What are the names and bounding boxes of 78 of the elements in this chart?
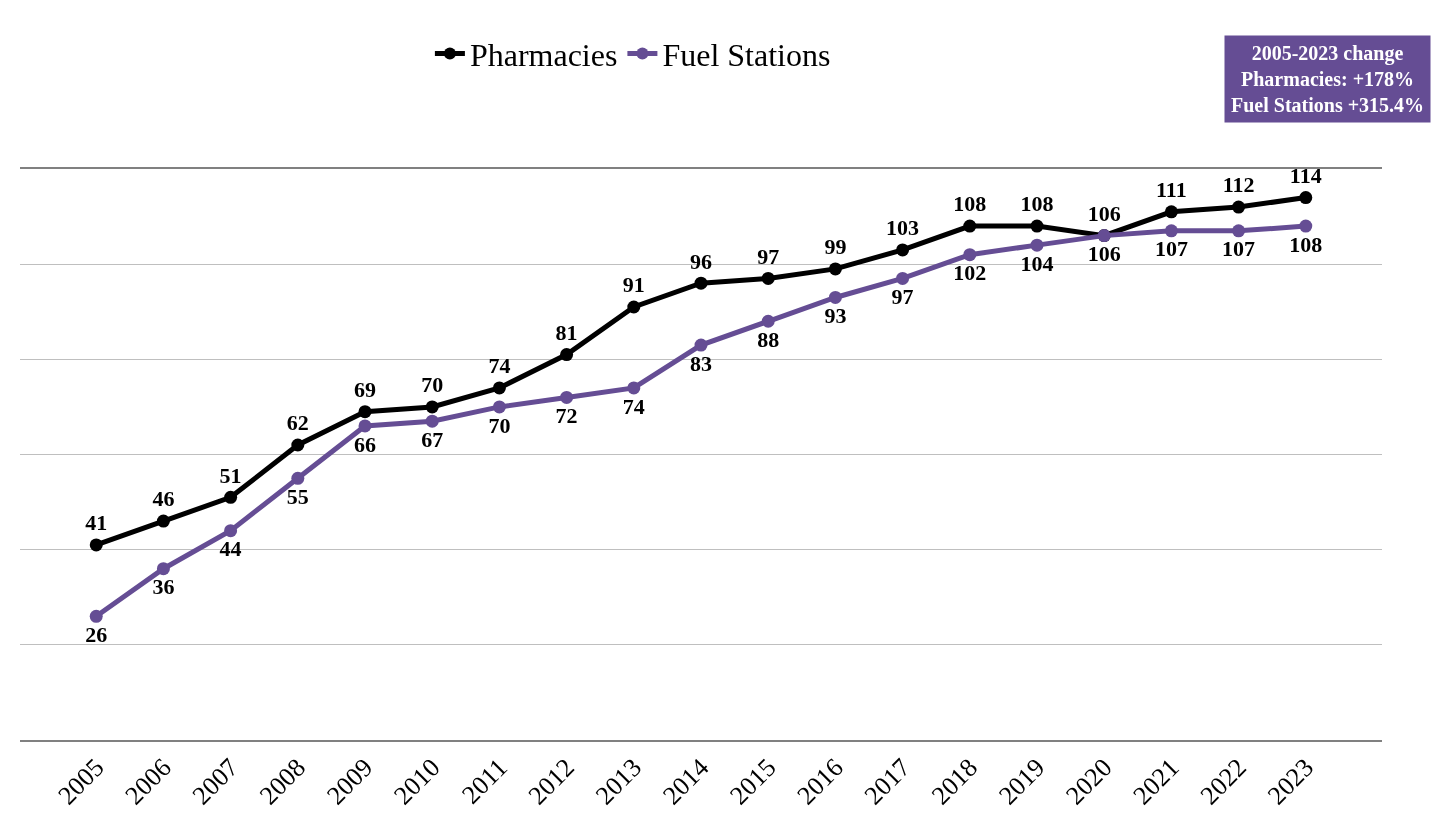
point — [560, 348, 574, 362]
point — [1299, 219, 1313, 233]
data-label: 74 — [622, 393, 645, 419]
point — [224, 490, 238, 504]
x-tick-label: 2011 — [456, 752, 513, 810]
point — [761, 271, 775, 285]
point — [425, 414, 439, 428]
data-label: 26 — [85, 621, 108, 647]
data-label: 51 — [219, 462, 242, 488]
data-label: 88 — [757, 326, 780, 352]
data-label: 104 — [1020, 250, 1054, 276]
point — [1030, 219, 1044, 233]
point — [896, 271, 910, 285]
point — [627, 300, 641, 314]
data-label: 107 — [1154, 236, 1188, 262]
point — [358, 419, 372, 433]
data-label: 96 — [690, 248, 712, 274]
legend-label: Pharmacies — [469, 37, 618, 74]
point — [627, 381, 641, 395]
point — [694, 338, 708, 352]
data-label: 97 — [891, 284, 914, 310]
point — [1232, 200, 1246, 214]
text: 2005-2023 change Pharmacies: +178% Fuel Stations +315.4% — [1231, 42, 1425, 116]
data-label: 108 — [1020, 191, 1054, 217]
point — [291, 471, 305, 485]
point — [358, 405, 372, 419]
data-label: 44 — [219, 536, 242, 562]
data-label: 46 — [152, 486, 175, 512]
data-label: 69 — [354, 377, 377, 403]
point — [291, 438, 305, 452]
point — [425, 400, 439, 414]
point — [1299, 191, 1313, 205]
data-label: 99 — [824, 234, 847, 260]
point — [828, 290, 842, 304]
data-label: 91 — [622, 272, 645, 298]
point — [963, 219, 977, 233]
data-label: 83 — [690, 350, 712, 376]
data-label: 62 — [286, 410, 309, 436]
point — [492, 381, 506, 395]
data-label: 66 — [354, 431, 377, 457]
data-label: 103 — [886, 215, 920, 241]
data-label: 97 — [757, 243, 780, 269]
point — [1164, 224, 1178, 238]
data-label: 93 — [824, 303, 847, 329]
point — [828, 262, 842, 276]
data-label: 106 — [1087, 200, 1121, 226]
point — [89, 538, 103, 552]
point — [492, 400, 506, 414]
data-label: 112 — [1222, 172, 1255, 198]
data-label: 106 — [1087, 241, 1121, 267]
point — [896, 243, 910, 257]
point — [694, 276, 708, 290]
data-label: 74 — [488, 353, 511, 379]
point — [156, 562, 170, 576]
data-label: 41 — [85, 510, 108, 536]
data-label: 102 — [953, 260, 987, 286]
point — [1232, 224, 1246, 238]
data-label: 67 — [421, 426, 444, 452]
point — [1030, 238, 1044, 252]
point — [560, 390, 574, 404]
data-label: 55 — [286, 483, 309, 509]
data-label: 111 — [1156, 177, 1187, 203]
data-label: 107 — [1222, 236, 1256, 262]
point — [1164, 205, 1178, 219]
point — [156, 514, 170, 528]
point — [963, 248, 977, 262]
point — [89, 609, 103, 623]
data-label: 108 — [953, 191, 987, 217]
data-label: 114 — [1289, 162, 1322, 188]
data-label: 72 — [555, 403, 578, 429]
data-label: 70 — [488, 412, 511, 438]
data-label: 108 — [1289, 231, 1323, 257]
data-label: 36 — [152, 574, 175, 600]
legend-label: Fuel Stations — [662, 37, 831, 74]
data-label: 81 — [555, 319, 578, 345]
point — [224, 524, 238, 538]
point — [761, 314, 775, 328]
data-label: 70 — [421, 372, 444, 398]
